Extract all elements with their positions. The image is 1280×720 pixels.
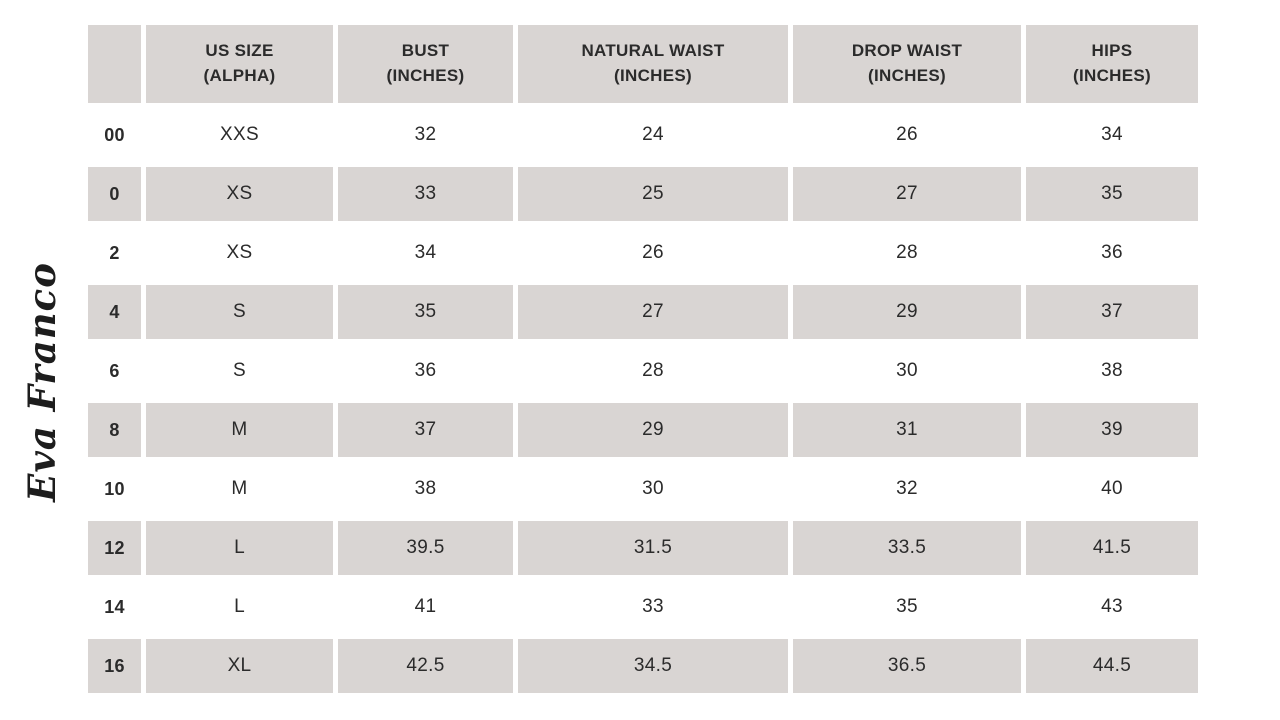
cell-bust: 33 (338, 167, 513, 221)
cell-drop-waist: 32 (793, 462, 1021, 516)
cell-drop-waist: 36.5 (793, 639, 1021, 693)
cell-alpha: L (146, 580, 333, 634)
cell-alpha: M (146, 462, 333, 516)
cell-drop-waist: 27 (793, 167, 1021, 221)
cell-natural-waist: 25 (518, 167, 788, 221)
table-row: 12 L 39.5 31.5 33.5 41.5 (88, 521, 1198, 575)
cell-hips: 35 (1026, 167, 1198, 221)
cell-size: 14 (88, 580, 141, 634)
table-row: 16 XL 42.5 34.5 36.5 44.5 (88, 639, 1198, 693)
cell-size: 00 (88, 108, 141, 162)
header-line1: BUST (401, 41, 450, 61)
table-row: 4 S 35 27 29 37 (88, 285, 1198, 339)
cell-bust: 42.5 (338, 639, 513, 693)
cell-size: 16 (88, 639, 141, 693)
cell-size: 2 (88, 226, 141, 280)
header-line2: (ALPHA) (203, 66, 276, 85)
cell-drop-waist: 29 (793, 285, 1021, 339)
cell-hips: 43 (1026, 580, 1198, 634)
header-line2: (INCHES) (386, 66, 465, 85)
cell-natural-waist: 26 (518, 226, 788, 280)
brand-logo: Eva Franco (20, 262, 64, 502)
cell-drop-waist: 31 (793, 403, 1021, 457)
cell-bust: 35 (338, 285, 513, 339)
table-row: 10 M 38 30 32 40 (88, 462, 1198, 516)
col-header-hips: HIPS (INCHES) (1026, 25, 1198, 103)
cell-alpha: XL (146, 639, 333, 693)
table-row: 2 XS 34 26 28 36 (88, 226, 1198, 280)
cell-hips: 34 (1026, 108, 1198, 162)
cell-alpha: L (146, 521, 333, 575)
cell-alpha: XS (146, 167, 333, 221)
cell-bust: 41 (338, 580, 513, 634)
cell-drop-waist: 35 (793, 580, 1021, 634)
cell-size: 10 (88, 462, 141, 516)
cell-hips: 36 (1026, 226, 1198, 280)
table-row: 0 XS 33 25 27 35 (88, 167, 1198, 221)
cell-drop-waist: 28 (793, 226, 1021, 280)
col-header-size (88, 25, 141, 103)
cell-natural-waist: 33 (518, 580, 788, 634)
header-line1: US SIZE (205, 41, 274, 61)
col-header-natural-waist: NATURAL WAIST (INCHES) (518, 25, 788, 103)
cell-natural-waist: 34.5 (518, 639, 788, 693)
col-header-drop-waist: DROP WAIST (INCHES) (793, 25, 1021, 103)
col-header-bust: BUST (INCHES) (338, 25, 513, 103)
cell-natural-waist: 31.5 (518, 521, 788, 575)
cell-alpha: S (146, 344, 333, 398)
cell-drop-waist: 26 (793, 108, 1021, 162)
cell-alpha: S (146, 285, 333, 339)
cell-size: 0 (88, 167, 141, 221)
cell-bust: 36 (338, 344, 513, 398)
cell-natural-waist: 27 (518, 285, 788, 339)
cell-alpha: XS (146, 226, 333, 280)
cell-size: 4 (88, 285, 141, 339)
col-header-us-size-alpha: US SIZE (ALPHA) (146, 25, 333, 103)
cell-bust: 38 (338, 462, 513, 516)
cell-size: 8 (88, 403, 141, 457)
cell-natural-waist: 30 (518, 462, 788, 516)
cell-alpha: M (146, 403, 333, 457)
cell-size: 12 (88, 521, 141, 575)
cell-size: 6 (88, 344, 141, 398)
cell-hips: 40 (1026, 462, 1198, 516)
cell-hips: 38 (1026, 344, 1198, 398)
header-line2: (INCHES) (868, 66, 946, 85)
cell-bust: 32 (338, 108, 513, 162)
cell-bust: 34 (338, 226, 513, 280)
table-row: 6 S 36 28 30 38 (88, 344, 1198, 398)
table-row: 00 XXS 32 24 26 34 (88, 108, 1198, 162)
table-row: 14 L 41 33 35 43 (88, 580, 1198, 634)
header-line2: (INCHES) (1073, 66, 1151, 85)
cell-bust: 39.5 (338, 521, 513, 575)
cell-alpha: XXS (146, 108, 333, 162)
cell-drop-waist: 30 (793, 344, 1021, 398)
cell-natural-waist: 29 (518, 403, 788, 457)
cell-bust: 37 (338, 403, 513, 457)
cell-natural-waist: 28 (518, 344, 788, 398)
size-chart-table: US SIZE (ALPHA) BUST (INCHES) NATURAL WA… (83, 20, 1203, 698)
header-line2: (INCHES) (614, 66, 692, 85)
cell-natural-waist: 24 (518, 108, 788, 162)
header-line1: DROP WAIST (851, 41, 963, 61)
cell-hips: 41.5 (1026, 521, 1198, 575)
header-line1: NATURAL WAIST (581, 41, 725, 61)
cell-hips: 37 (1026, 285, 1198, 339)
cell-hips: 44.5 (1026, 639, 1198, 693)
cell-drop-waist: 33.5 (793, 521, 1021, 575)
header-row: US SIZE (ALPHA) BUST (INCHES) NATURAL WA… (88, 25, 1198, 103)
cell-hips: 39 (1026, 403, 1198, 457)
header-line1: HIPS (1091, 41, 1133, 61)
table-row: 8 M 37 29 31 39 (88, 403, 1198, 457)
